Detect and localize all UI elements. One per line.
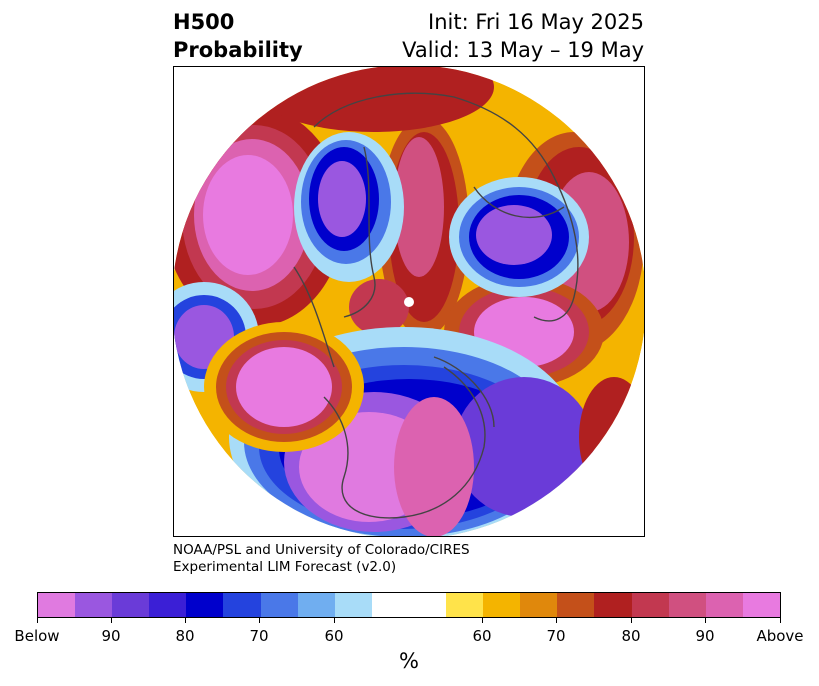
colorbar-tick-label: 70: [249, 627, 269, 645]
colorbar: [37, 592, 781, 618]
colorbar-segment: [446, 593, 484, 617]
colorbar-tick: [705, 618, 706, 623]
credit-line-1: NOAA/PSL and University of Colorado/CIRE…: [173, 542, 470, 558]
map-title: H500 Probability: [173, 8, 303, 64]
colorbar-tick-label: 80: [621, 627, 641, 645]
forecast-dates: Init: Fri 16 May 2025 Valid: 13 May – 19…: [402, 8, 644, 64]
colorbar-tick: [482, 618, 483, 623]
colorbar-tick: [185, 618, 186, 623]
probability-field: [174, 67, 644, 536]
init-date: Init: Fri 16 May 2025: [428, 10, 644, 34]
colorbar-segment: [742, 593, 780, 617]
colorbar-segment: [483, 593, 521, 617]
colorbar-tick: [334, 618, 335, 623]
colorbar-tick-label: 90: [695, 627, 715, 645]
colorbar-tick: [780, 618, 781, 623]
colorbar-segment: [668, 593, 706, 617]
colorbar-tick-label: 70: [546, 627, 566, 645]
colorbar-tick-label: Below: [14, 627, 60, 645]
colorbar-segment: [631, 593, 669, 617]
colorbar-segment: [297, 593, 335, 617]
colorbar-segment: [149, 593, 187, 617]
colorbar-tick: [259, 618, 260, 623]
colorbar-segment: [334, 593, 372, 617]
credit-text: NOAA/PSL and University of Colorado/CIRE…: [173, 542, 470, 576]
colorbar-segment: [557, 593, 595, 617]
colorbar-segment: [75, 593, 113, 617]
probability-map-svg: [174, 67, 644, 536]
coastlines: [293, 92, 579, 519]
title-variable: H500: [173, 10, 235, 34]
colorbar-tick-label: 60: [324, 627, 344, 645]
colorbar-tick-label: 90: [101, 627, 121, 645]
colorbar-segment: [223, 593, 261, 617]
colorbar-tick: [37, 618, 38, 623]
title-quantity: Probability: [173, 38, 303, 62]
colorbar-segment: [520, 593, 558, 617]
colorbar-tick: [111, 618, 112, 623]
colorbar-segment: [594, 593, 632, 617]
colorbar-segment: [705, 593, 743, 617]
colorbar-unit: %: [399, 649, 419, 673]
polar-map: [173, 66, 645, 537]
valid-range: Valid: 13 May – 19 May: [402, 38, 644, 62]
colorbar-segment: [186, 593, 224, 617]
credit-line-2: Experimental LIM Forecast (v2.0): [173, 559, 397, 575]
colorbar-tick-label: 60: [472, 627, 492, 645]
colorbar-tick: [556, 618, 557, 623]
colorbar-tick-label: 80: [175, 627, 195, 645]
colorbar-tick-label: Above: [756, 627, 804, 645]
colorbar-segment: [408, 593, 447, 617]
colorbar-segment: [371, 593, 409, 617]
colorbar-segment: [260, 593, 298, 617]
colorbar-segment: [112, 593, 150, 617]
colorbar-tick: [631, 618, 632, 623]
colorbar-segment: [38, 593, 76, 617]
